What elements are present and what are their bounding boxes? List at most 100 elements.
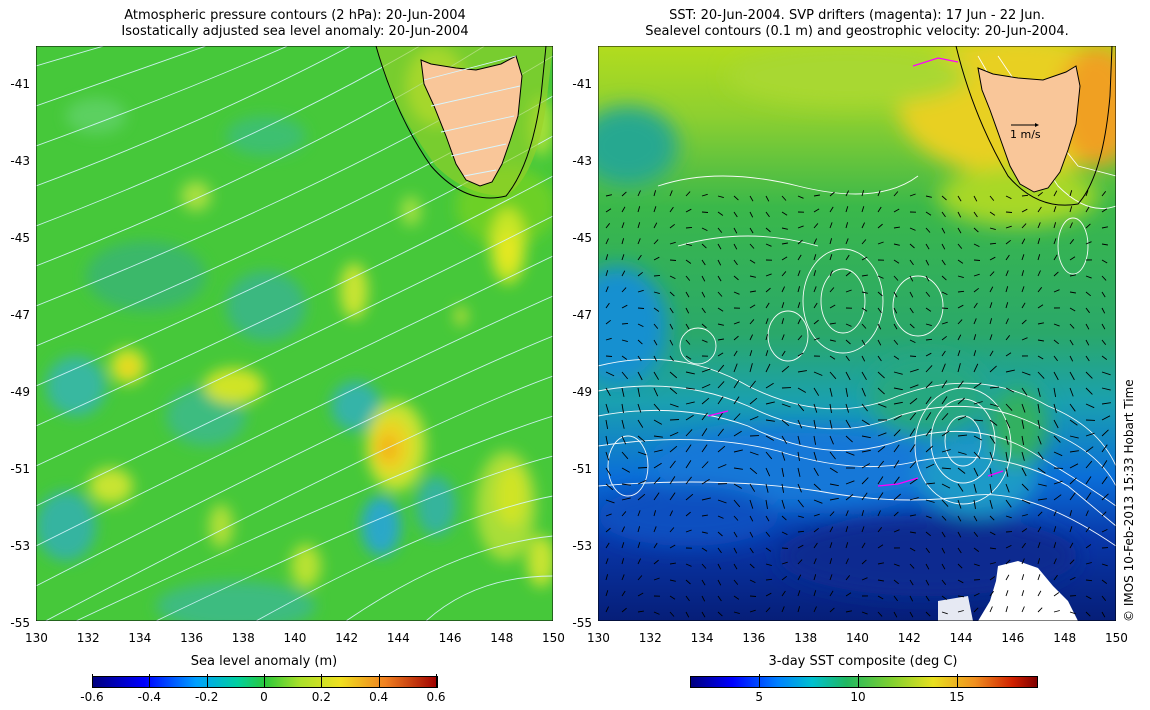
velocity-arrow	[621, 238, 625, 245]
right-title-line2: Sealevel contours (0.1 m) and geostrophi…	[645, 24, 1069, 39]
velocity-arrow	[909, 460, 917, 469]
velocity-arrow	[813, 319, 819, 325]
velocity-arrow	[909, 563, 915, 569]
left-colorbar-label: Sea level anomaly (m)	[190, 654, 338, 669]
velocity-arrow	[1037, 339, 1044, 342]
velocity-arrow	[861, 190, 865, 197]
velocity-arrow	[1085, 387, 1093, 395]
x-tick-label: 136	[742, 631, 766, 645]
velocity-arrow	[1053, 480, 1063, 485]
velocity-arrow	[829, 419, 833, 429]
velocity-arrow	[1101, 444, 1108, 453]
velocity-arrow	[957, 334, 962, 341]
velocity-arrow	[861, 449, 871, 453]
velocity-arrow	[829, 371, 837, 380]
velocity-arrow	[973, 419, 984, 422]
velocity-arrow	[1085, 355, 1090, 362]
velocity-arrow	[1005, 318, 1009, 325]
velocity-arrow	[605, 319, 611, 325]
velocity-arrow	[685, 387, 695, 390]
velocity-arrow	[1085, 562, 1092, 565]
velocity-arrow	[925, 482, 936, 485]
velocity-arrow	[957, 451, 967, 455]
velocity-arrow	[781, 419, 790, 427]
velocity-arrow	[893, 493, 902, 501]
velocity-arrow	[845, 510, 849, 517]
velocity-arrow	[669, 419, 680, 421]
velocity-arrow	[781, 467, 785, 477]
velocity-arrow	[749, 416, 759, 421]
velocity-arrow	[797, 590, 801, 597]
velocity-arrow	[1101, 371, 1111, 376]
velocity-arrow	[781, 350, 786, 357]
velocity-arrow	[797, 483, 802, 493]
velocity-arrow	[861, 239, 867, 245]
velocity-arrow	[845, 451, 855, 456]
velocity-arrow	[685, 429, 693, 437]
velocity-arrow	[925, 381, 933, 389]
velocity-arrow	[605, 513, 612, 517]
velocity-arrow	[813, 337, 820, 341]
velocity-arrow	[765, 318, 769, 325]
velocity-arrow	[925, 307, 932, 312]
colorbar-tick-label: 5	[755, 690, 763, 704]
velocity-arrow	[813, 371, 823, 376]
velocity-arrow	[925, 195, 932, 198]
velocity-arrow	[1005, 544, 1012, 549]
velocity-arrow	[733, 430, 742, 437]
velocity-arrow	[813, 403, 818, 413]
velocity-arrow	[717, 323, 724, 326]
velocity-arrow	[1085, 526, 1090, 533]
y-tick-label: -47	[10, 308, 30, 322]
velocity-arrow	[637, 387, 641, 397]
velocity-arrow	[829, 542, 833, 549]
velocity-arrow	[621, 339, 628, 343]
velocity-arrow	[749, 275, 756, 278]
colorbar-tick-label: 0	[260, 690, 268, 704]
velocity-arrow	[669, 460, 676, 469]
velocity-arrow	[701, 291, 706, 298]
velocity-arrow	[941, 227, 946, 234]
velocity-arrow	[701, 275, 706, 282]
velocity-arrow	[605, 499, 615, 504]
velocity-arrow	[893, 291, 898, 298]
velocity-arrow	[893, 611, 898, 618]
x-tick-label: 132	[638, 631, 662, 645]
velocity-arrow	[813, 302, 818, 309]
velocity-arrow	[605, 574, 609, 581]
velocity-arrow	[973, 363, 979, 373]
velocity-arrow	[925, 547, 930, 554]
right-y-axis: -41 -43 -45 -47 -49 -51 -53 -55	[560, 46, 598, 630]
x-tick-label: 138	[794, 631, 818, 645]
velocity-arrow	[797, 387, 807, 393]
velocity-arrow	[1021, 483, 1029, 491]
velocity-arrow	[1101, 387, 1111, 391]
scale-arrow-label: 1 m/s	[1010, 128, 1041, 141]
velocity-arrow	[957, 290, 965, 293]
velocity-arrow	[957, 227, 962, 234]
velocity-arrow	[877, 355, 882, 362]
velocity-arrow	[941, 611, 948, 615]
velocity-arrow	[765, 287, 771, 293]
velocity-arrow	[1005, 195, 1012, 200]
velocity-arrow	[605, 467, 612, 476]
x-tick-label: 134	[128, 631, 152, 645]
velocity-arrow	[1037, 206, 1042, 213]
velocity-arrow	[717, 364, 725, 373]
y-tick-label: -51	[10, 462, 30, 476]
velocity-arrow	[1069, 526, 1073, 533]
velocity-arrow	[877, 492, 884, 501]
velocity-arrow	[893, 355, 900, 360]
velocity-arrow	[621, 451, 629, 460]
x-tick-label: 140	[283, 631, 307, 645]
velocity-arrow	[1069, 222, 1073, 229]
velocity-arrow	[621, 511, 627, 517]
velocity-arrow	[781, 365, 790, 373]
velocity-arrow	[1085, 476, 1092, 485]
velocity-arrow	[669, 206, 674, 213]
velocity-arrow	[781, 227, 788, 230]
velocity-arrow	[861, 435, 871, 439]
velocity-arrow	[797, 403, 805, 412]
velocity-arrow	[797, 318, 802, 325]
velocity-arrow	[845, 575, 851, 581]
